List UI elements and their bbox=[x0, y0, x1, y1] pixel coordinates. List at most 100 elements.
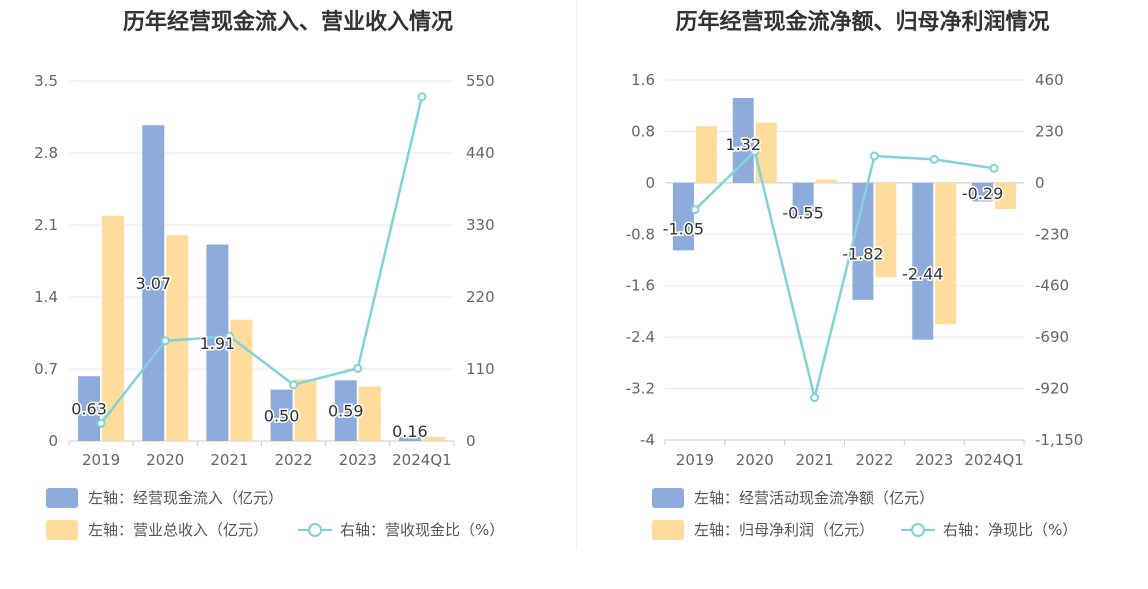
bar-data-label: -1.82 bbox=[842, 244, 883, 263]
legend-item-series-2[interactable]: 右轴：净现比（%） bbox=[901, 519, 1077, 540]
y-right-tick-label: 550 bbox=[466, 72, 495, 90]
legend-label: 左轴：营业总收入（亿元） bbox=[88, 521, 269, 539]
bar-data-label: 0.63 bbox=[71, 400, 107, 419]
x-tick-label: 2019 bbox=[82, 451, 120, 469]
bar-data-label: -2.44 bbox=[902, 264, 943, 283]
x-tick-label: 2022 bbox=[855, 451, 893, 469]
bar-data-label: 0.59 bbox=[328, 402, 364, 421]
chart-plot-right: 1.6 0.8 0 -0.8 -1.6 -2.4 -3.2 -4 460 230 0 -230 -460… bbox=[626, 71, 1084, 469]
bar-secondary bbox=[102, 215, 125, 441]
y-right-tick-label: 440 bbox=[466, 144, 495, 162]
y-left-tick-label: -1.6 bbox=[626, 277, 655, 295]
legend-item-series-0[interactable]: 左轴：经营活动现金流净额（亿元） bbox=[652, 487, 934, 508]
chart-panel-left: 历年经营现金流入、营业收入情况 3.5 2.8 2.1 1.4 0.7 0 550 440 33… bbox=[0, 0, 576, 560]
line-point bbox=[810, 393, 820, 403]
line-point bbox=[750, 147, 760, 157]
y-right-tick-label: 110 bbox=[466, 360, 495, 378]
bar-secondary bbox=[875, 182, 897, 278]
bar-primary bbox=[912, 182, 934, 340]
bar-data-label: -1.05 bbox=[663, 220, 704, 239]
legend-label: 左轴：经营现金流入（亿元） bbox=[88, 489, 284, 507]
y-left-tick-label: -3.2 bbox=[626, 380, 655, 398]
bar-data-label: 3.07 bbox=[135, 274, 171, 293]
x-tick-label: 2024Q1 bbox=[964, 451, 1024, 469]
bar-primary bbox=[672, 182, 694, 251]
legend-item-series-0[interactable]: 左轴：经营现金流入（亿元） bbox=[46, 487, 283, 508]
y-left-tick-label: 1.6 bbox=[631, 71, 655, 89]
y-left-tick-label: 1.4 bbox=[34, 288, 58, 306]
bar-secondary bbox=[358, 386, 381, 441]
x-tick-label: 2021 bbox=[795, 451, 833, 469]
line-marker-icon bbox=[901, 520, 935, 540]
line-point bbox=[353, 363, 363, 373]
y-right-tick-label: 330 bbox=[466, 216, 495, 234]
y-right-tick-label: 460 bbox=[1035, 71, 1064, 89]
bar-primary bbox=[78, 376, 101, 441]
legend-label: 右轴：营收现金比（%） bbox=[340, 521, 505, 539]
y-right-tick-label: -690 bbox=[1035, 328, 1069, 346]
line-point bbox=[869, 151, 879, 161]
bar-data-label: -0.29 bbox=[962, 184, 1003, 203]
bar-secondary bbox=[755, 122, 777, 183]
legend-label: 左轴：归母净利润（亿元） bbox=[694, 521, 875, 539]
line-point bbox=[989, 163, 999, 173]
legend-item-series-2[interactable]: 右轴：营收现金比（%） bbox=[298, 519, 504, 540]
legend-item-series-1[interactable]: 左轴：营业总收入（亿元） bbox=[46, 519, 268, 540]
bar-data-label: 1.91 bbox=[200, 334, 236, 353]
y-right-tick-label: -1,150 bbox=[1035, 431, 1083, 449]
y-right-tick-label: -230 bbox=[1035, 225, 1069, 243]
bar-primary bbox=[852, 182, 874, 300]
legend-swatch bbox=[652, 519, 684, 540]
chart-title: 历年经营现金流入、营业收入情况 bbox=[122, 10, 453, 35]
y-left-tick-label: 0 bbox=[645, 174, 655, 192]
bar-secondary bbox=[995, 182, 1017, 210]
y-left-tick-label: -2.4 bbox=[626, 328, 655, 346]
y-left-tick-label: 0.7 bbox=[34, 360, 58, 378]
y-right-tick-label: 0 bbox=[466, 432, 476, 450]
line-marker-icon bbox=[298, 520, 332, 540]
panel-divider bbox=[576, 0, 577, 550]
line-point bbox=[224, 331, 234, 341]
bar-secondary bbox=[935, 182, 957, 325]
y-left-tick-label: -0.8 bbox=[626, 225, 655, 243]
line-series bbox=[100, 96, 424, 425]
legend-swatch bbox=[652, 487, 684, 508]
bar-secondary bbox=[294, 379, 317, 441]
y-right-tick-label: 220 bbox=[466, 288, 495, 306]
bar-primary bbox=[972, 182, 994, 202]
bar-data-label: -0.55 bbox=[782, 204, 823, 223]
line-point bbox=[929, 154, 939, 164]
x-tick-label: 2021 bbox=[210, 451, 248, 469]
x-tick-label: 2020 bbox=[146, 451, 184, 469]
x-tick-label: 2022 bbox=[274, 451, 312, 469]
y-right-tick-label: 230 bbox=[1035, 122, 1064, 140]
line-point bbox=[289, 380, 299, 390]
y-left-tick-label: -4 bbox=[640, 431, 655, 449]
bar-secondary bbox=[695, 126, 717, 183]
chart-title: 历年经营现金流净额、归母净利润情况 bbox=[675, 10, 1050, 35]
x-tick-label: 2023 bbox=[339, 451, 377, 469]
y-left-tick-label: 2.1 bbox=[34, 216, 58, 234]
y-left-tick-label: 2.8 bbox=[34, 144, 58, 162]
bar-data-label: 0.50 bbox=[264, 406, 300, 425]
line-series bbox=[694, 149, 995, 398]
bar-secondary bbox=[422, 436, 445, 441]
legend-item-series-1[interactable]: 左轴：归母净利润（亿元） bbox=[652, 519, 874, 540]
line-point bbox=[690, 205, 700, 215]
line-point bbox=[160, 336, 170, 346]
y-right-tick-label: -920 bbox=[1035, 380, 1069, 398]
bar-primary bbox=[334, 380, 357, 441]
x-tick-label: 2019 bbox=[676, 451, 714, 469]
legend-label: 右轴：净现比（%） bbox=[943, 521, 1078, 539]
bar-secondary bbox=[815, 179, 837, 183]
y-left-tick-label: 0.8 bbox=[631, 122, 655, 140]
x-tick-label: 2020 bbox=[736, 451, 774, 469]
line-point bbox=[96, 418, 106, 428]
y-left-tick-label: 3.5 bbox=[34, 72, 58, 90]
bar-primary bbox=[732, 98, 754, 183]
bar-primary bbox=[792, 182, 814, 219]
x-tick-label: 2023 bbox=[915, 451, 953, 469]
legend-label: 左轴：经营活动现金流净额（亿元） bbox=[694, 489, 935, 507]
y-right-tick-label: 0 bbox=[1035, 174, 1045, 192]
bar-secondary bbox=[166, 235, 189, 441]
